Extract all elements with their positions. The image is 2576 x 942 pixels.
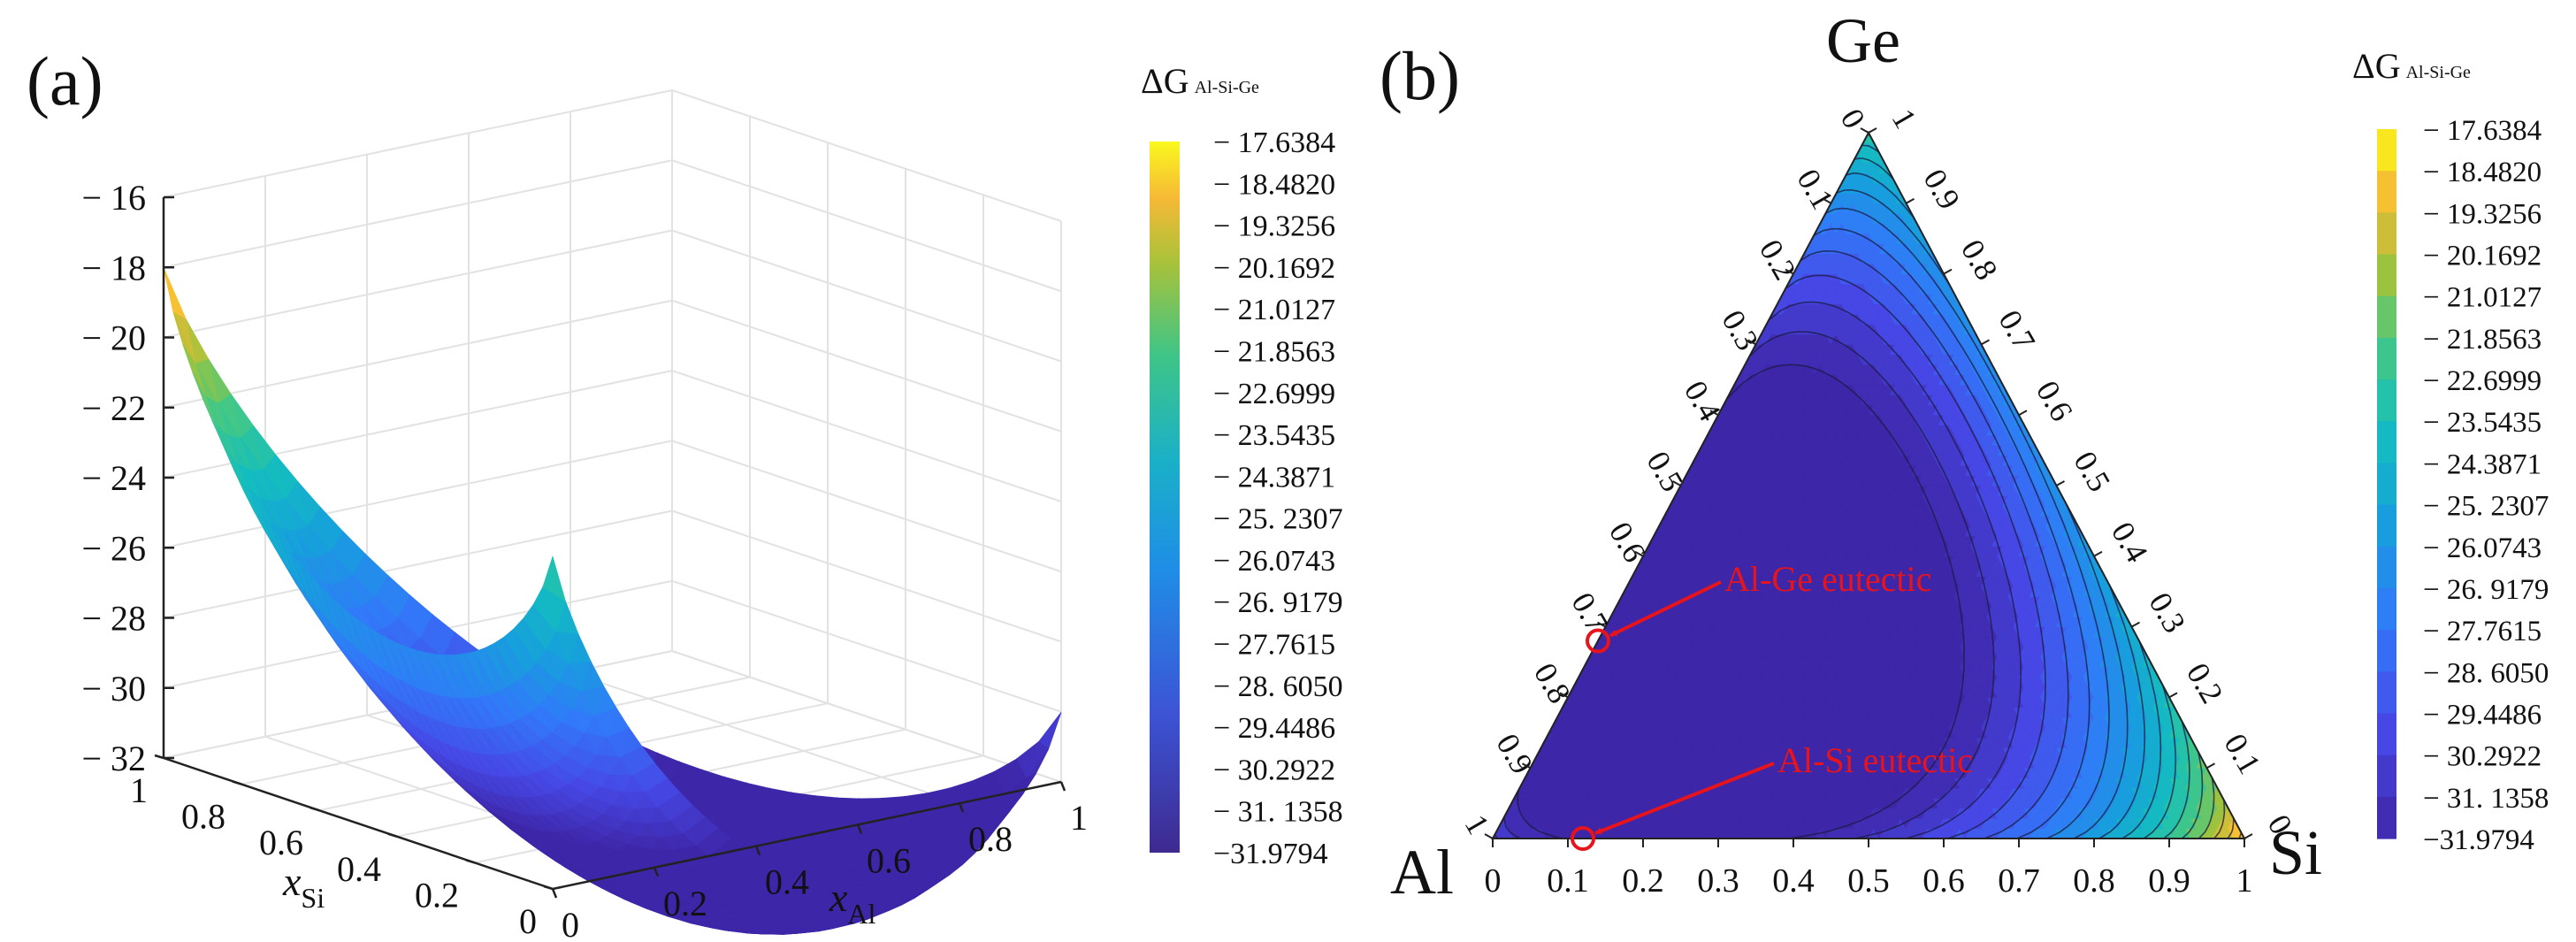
- x-al-tick-mark: [551, 888, 558, 899]
- colorbar-a-label: − 20.1692: [1213, 252, 1335, 285]
- z-tick-label: − 16: [81, 178, 146, 218]
- surface-facet: [1038, 711, 1062, 750]
- z-tick-label: − 26: [81, 528, 146, 568]
- x-si-tick-mark: [465, 859, 476, 864]
- x-al-tick-label: 0.4: [765, 862, 809, 902]
- x-al-tick-label: 0.6: [867, 840, 911, 880]
- x-si-tick-label: 0: [519, 901, 537, 941]
- colorbar-a-label: − 26. 9179: [1213, 586, 1343, 619]
- colorbar-a-label: − 31. 1358: [1213, 796, 1343, 829]
- x-si-tick-label: 0.4: [337, 849, 381, 889]
- surface-facet: [542, 555, 567, 602]
- x-al-tick-label: 0.2: [663, 884, 707, 923]
- colorbar-a-label: − 21.8563: [1213, 335, 1335, 368]
- colorbar-a-label: − 17.6384: [1213, 126, 1335, 159]
- z-tick-label: − 30: [81, 669, 146, 708]
- x-si-tick-mark: [543, 885, 554, 891]
- x-al-tick-mark: [1059, 781, 1066, 792]
- x-al-tick-label: 0: [562, 905, 579, 942]
- colorbar-a-label: − 22.6999: [1213, 378, 1335, 410]
- x-si-tick-label: 1: [130, 770, 148, 810]
- panel-a-grid: [163, 89, 1062, 890]
- colorbar-a-label: − 19.3256: [1213, 211, 1335, 243]
- colorbar-a-label: − 29.4486: [1213, 712, 1335, 745]
- x-al-tick-mark: [856, 823, 863, 834]
- colorbar-a-label: − 30.2922: [1213, 754, 1335, 786]
- colorbar-a-label: − 18.4820: [1213, 168, 1335, 201]
- colorbar-a-label: − 27.7615: [1213, 629, 1335, 662]
- colorbar-a-label: − 24.3871: [1213, 461, 1335, 494]
- x-si-tick-label: 0.2: [415, 875, 459, 915]
- ternary-contour-fill: [1493, 133, 2244, 839]
- panel-a-surface: [163, 267, 1062, 935]
- colorbar-a-label: − 25. 2307: [1213, 503, 1343, 536]
- z-tick-label: − 22: [81, 388, 146, 428]
- z-tick-label: − 28: [81, 599, 146, 639]
- x-al-axis-label: xAl: [829, 875, 876, 930]
- z-tick-label: − 32: [81, 739, 146, 778]
- colorbar-a: ΔG Al-Si-Ge − 17.6384− 18.4820− 19.3256− …: [1141, 61, 1343, 870]
- x-si-tick-mark: [154, 754, 164, 760]
- colorbar-a-label: − 23.5435: [1213, 419, 1335, 452]
- x-si-tick-mark: [232, 780, 242, 785]
- panel-a-3d-surface: (a) − 16 − 18 − 20 − 22 − 24 − 26 − 28 − 30 − 32…: [27, 42, 1088, 942]
- z-axis-ticks: − 16 − 18 − 20 − 22 − 24 − 26 − 28 − 30 − 32: [81, 178, 174, 778]
- z-tick-label: − 20: [81, 318, 146, 358]
- x-al-axis-ticks: 0 0.2 0.4 0.6 0.8 1: [551, 781, 1088, 942]
- surface-facet: [163, 267, 187, 321]
- x-si-tick-mark: [387, 832, 398, 838]
- x-si-tick-mark: [310, 807, 320, 812]
- z-tick-label: − 18: [81, 248, 146, 287]
- x-si-axis-ticks: 1 0.8 0.6 0.4 0.2 0: [130, 754, 554, 941]
- x-al-tick-label: 0.8: [968, 819, 1013, 859]
- x-al-tick-mark: [958, 802, 965, 813]
- colorbar-a-labels: − 17.6384 − 18.4820 − 19.3256 − 20.1692 − 21…: [1213, 126, 1343, 870]
- z-tick-label: − 24: [81, 458, 146, 498]
- x-si-tick-label: 0.6: [259, 823, 303, 862]
- panel-b-label: (b): [1380, 37, 1460, 114]
- colorbar-a-label: − 21.0127: [1213, 294, 1335, 326]
- colorbar-a-label: − 26.0743: [1213, 545, 1335, 578]
- colorbar-a-label: − 28. 6050: [1213, 670, 1343, 703]
- colorbar-a-gradient: [1150, 142, 1180, 853]
- panel-b-ternary: (b) 0 0.1 0.2 0.3 0.4 0.5 0.6 0.7 0.8 0.9 110.90.8…: [1380, 5, 2322, 908]
- x-al-tick-mark: [653, 867, 660, 877]
- x-si-tick-label: 0.8: [181, 797, 225, 837]
- x-si-axis-label: xSi: [282, 859, 325, 914]
- colorbar-a-label: −31.9794: [1213, 838, 1328, 870]
- x-al-tick-label: 1: [1070, 798, 1088, 838]
- panel-a-label: (a): [27, 42, 103, 119]
- colorbar-a-title: ΔG Al-Si-Ge: [1141, 61, 1259, 101]
- x-al-tick-mark: [754, 846, 761, 856]
